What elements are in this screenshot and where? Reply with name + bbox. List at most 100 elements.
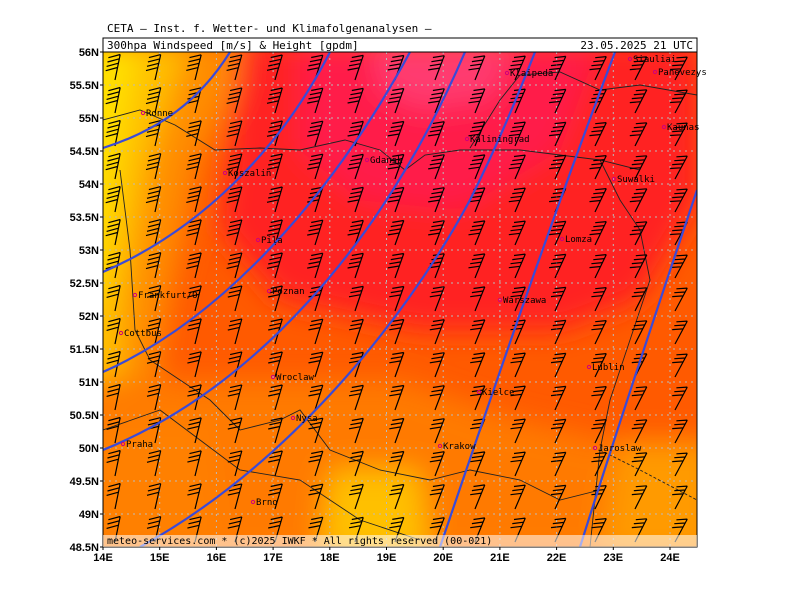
wind-barb <box>672 485 688 510</box>
wind-barb <box>428 154 445 180</box>
wind-barb <box>510 286 526 312</box>
wind-barb <box>672 287 688 312</box>
wind-barb <box>307 87 324 114</box>
wind-barb <box>670 254 688 279</box>
wind-barb <box>106 449 121 477</box>
wind-barb <box>266 54 283 81</box>
wind-barb <box>266 186 283 213</box>
wind-barb <box>508 187 526 213</box>
lat-label: 52.5N <box>70 278 99 290</box>
wind-barb <box>187 285 202 312</box>
wind-barb <box>227 516 243 543</box>
wind-barb <box>550 352 567 378</box>
wind-barb <box>187 351 202 378</box>
city-marker <box>652 69 658 75</box>
wind-barb <box>387 153 405 180</box>
wind-barb <box>348 516 364 543</box>
axes: 56N 55.5N 55N 54.5N 54N 53.5N 53N 52.5N 52N 51.5N… <box>70 47 680 564</box>
wind-barbs <box>105 53 688 543</box>
wind-barb <box>510 385 526 411</box>
wind-barb <box>629 89 648 114</box>
wind-barb <box>226 54 243 81</box>
wind-barb <box>550 286 567 312</box>
wind-barb <box>387 87 405 114</box>
wind-barb <box>591 419 607 444</box>
lat-label: 54N <box>79 179 99 191</box>
wind-barb <box>106 482 121 510</box>
city-label: Frankfurt/O <box>138 291 198 301</box>
wind-barb <box>145 87 162 114</box>
wind-barb <box>187 417 202 444</box>
wind-barb <box>308 351 324 378</box>
header-date: 23.05.2025 21 UTC <box>580 39 693 52</box>
wind-barb <box>631 419 648 444</box>
wind-barb <box>589 155 607 180</box>
wind-barb <box>186 120 202 147</box>
wind-barb <box>308 384 324 411</box>
city-label: Kaunas <box>667 123 700 133</box>
wind-barb <box>268 285 283 312</box>
wind-barb <box>670 155 688 180</box>
wind-barb <box>672 419 688 444</box>
wind-barb <box>227 285 243 312</box>
wind-barb <box>347 54 364 81</box>
wind-barb <box>550 319 567 345</box>
wind-barb <box>307 120 324 147</box>
wind-barb <box>389 417 405 444</box>
city-label: Kaliningrad <box>470 135 530 145</box>
lon-label: 15E <box>150 552 170 564</box>
wind-barb <box>670 188 688 213</box>
wind-barb <box>389 285 405 312</box>
wind-barb <box>308 516 324 543</box>
wind-barb <box>631 452 648 477</box>
wind-barb <box>226 120 243 147</box>
wind-barb <box>468 220 486 246</box>
wind-barb <box>589 122 607 147</box>
wind-barb <box>508 220 526 246</box>
wind-barb <box>549 154 567 180</box>
city-label: Lomza <box>565 235 592 245</box>
wind-barb <box>226 87 243 114</box>
lat-label: 55.5N <box>70 80 99 92</box>
wind-barb <box>348 417 364 444</box>
wind-barb <box>589 254 607 279</box>
city-label: Cottbus <box>124 329 162 339</box>
wind-barb <box>591 287 607 312</box>
wind-barb <box>307 219 324 246</box>
wind-barb <box>226 252 243 279</box>
wind-barb <box>146 450 162 477</box>
wind-barb <box>307 252 324 279</box>
wind-barb <box>145 54 162 81</box>
wind-barb <box>106 284 121 312</box>
wind-barb <box>307 54 324 81</box>
lon-label: 24E <box>660 552 680 564</box>
city-label: Lublin <box>592 363 625 373</box>
wind-barb <box>146 318 162 345</box>
wind-barb <box>672 353 688 378</box>
wind-barb <box>227 384 243 411</box>
wind-barb <box>145 219 162 246</box>
wind-barb <box>146 285 162 312</box>
wind-barb <box>105 218 121 246</box>
wind-barb <box>429 418 445 444</box>
wind-barb <box>629 122 648 147</box>
wind-barb <box>510 352 526 378</box>
wind-barb <box>550 451 567 477</box>
city-marker <box>364 157 370 163</box>
header-title: CETA – Inst. f. Wetter- und Klimafolgena… <box>107 22 432 35</box>
wind-barb <box>347 120 364 147</box>
wind-barb <box>508 121 526 147</box>
city-marker <box>464 136 470 142</box>
city-marker <box>118 330 124 336</box>
city-marker <box>266 288 272 294</box>
wind-barb <box>549 55 567 81</box>
wind-barb <box>307 186 324 213</box>
wind-barb <box>510 319 526 345</box>
wind-barb <box>186 252 202 279</box>
wind-barb <box>387 219 405 246</box>
wind-barb <box>307 153 324 180</box>
city-marker <box>437 443 443 449</box>
wind-barb <box>670 89 688 114</box>
wind-barb <box>347 186 364 213</box>
city-label: Poznan <box>272 287 305 297</box>
